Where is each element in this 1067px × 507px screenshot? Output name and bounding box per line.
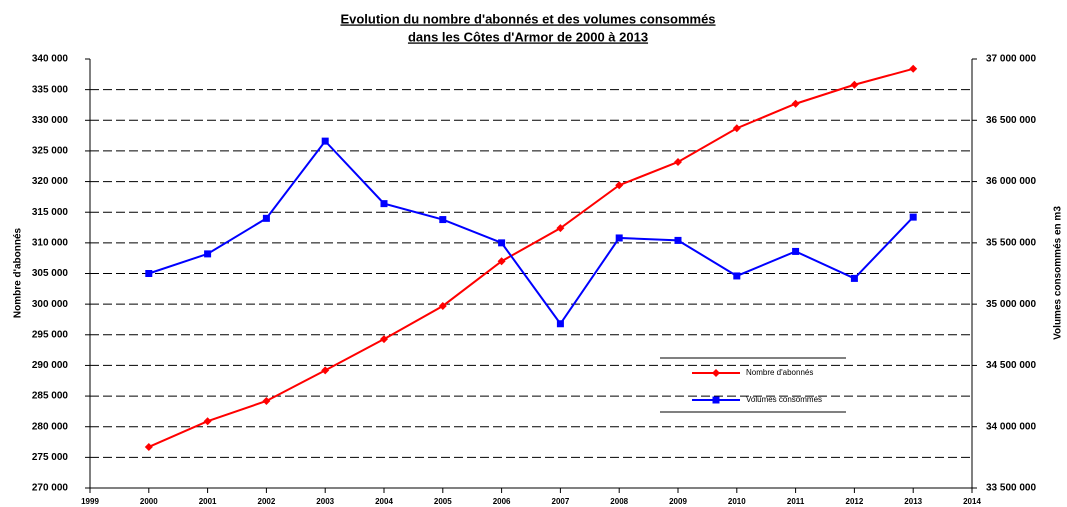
marker: [733, 272, 741, 280]
y-tick-label: 320 000: [32, 176, 69, 187]
x-tick-label: 2014: [963, 497, 981, 506]
marker: [144, 442, 153, 451]
marker: [438, 301, 447, 310]
x-tick-label: 2010: [728, 497, 746, 506]
y2-tick-label: 33 500 000: [986, 483, 1036, 494]
y-tick-label: 285 000: [32, 391, 69, 402]
marker: [850, 274, 858, 282]
x-tick-label: 2004: [375, 497, 393, 506]
marker: [615, 181, 624, 190]
y2-tick-label: 36 000 000: [986, 176, 1036, 187]
x-tick-label: 2011: [787, 497, 805, 506]
marker: [556, 320, 564, 328]
y-tick-label: 295 000: [32, 329, 69, 340]
y2-tick-label: 34 500 000: [986, 360, 1036, 371]
marker: [203, 417, 212, 426]
marker: [712, 396, 720, 404]
y2-tick-label: 35 500 000: [986, 237, 1036, 248]
y-tick-label: 305 000: [32, 268, 69, 279]
marker: [674, 157, 682, 166]
x-tick-label: 2006: [493, 497, 511, 506]
marker: [321, 366, 330, 375]
chart-title: Evolution du nombre d'abonnés et des vol…: [340, 11, 715, 26]
marker: [909, 64, 918, 73]
x-tick-label: 2005: [434, 497, 452, 506]
marker: [909, 213, 917, 221]
y-tick-label: 315 000: [32, 207, 69, 218]
chart-title: dans les Côtes d'Armor de 2000 à 2013: [408, 29, 648, 44]
y2-axis-label: Volumes consommés en m3: [1053, 206, 1064, 340]
legend-label: Volumes consommés: [746, 395, 822, 404]
x-tick-label: 2003: [316, 497, 334, 506]
marker: [204, 250, 212, 258]
marker: [732, 124, 741, 133]
y-tick-label: 275 000: [32, 452, 69, 463]
y-tick-label: 325 000: [32, 146, 69, 157]
x-tick-label: 2000: [140, 497, 158, 506]
marker: [712, 369, 720, 377]
marker: [497, 257, 506, 266]
marker: [380, 200, 388, 208]
x-tick-label: 2008: [610, 497, 628, 506]
marker: [380, 335, 388, 344]
marker: [791, 99, 800, 108]
marker: [615, 234, 623, 242]
marker: [556, 224, 565, 233]
y-tick-label: 340 000: [32, 54, 69, 65]
x-tick-label: 2002: [258, 497, 276, 506]
x-tick-label: 2009: [669, 497, 687, 506]
legend-label: Nombre d'abonnés: [746, 368, 813, 377]
x-tick-label: 2013: [904, 497, 922, 506]
x-tick-label: 2007: [552, 497, 570, 506]
y-tick-label: 300 000: [32, 299, 69, 310]
y-tick-label: 330 000: [32, 115, 69, 126]
marker: [321, 137, 329, 145]
marker: [850, 80, 859, 89]
marker: [145, 270, 153, 277]
marker: [262, 214, 270, 222]
y-tick-label: 290 000: [32, 360, 69, 371]
x-tick-label: 2001: [199, 497, 217, 506]
marker: [439, 216, 447, 224]
y-tick-label: 270 000: [32, 483, 69, 494]
series-line: [148, 67, 914, 448]
y2-tick-label: 35 000 000: [986, 299, 1036, 310]
y-axis-label: Nombre d'abonnés: [13, 227, 24, 318]
marker: [792, 247, 800, 255]
marker: [674, 236, 682, 244]
x-tick-label: 1999: [81, 497, 99, 506]
y2-tick-label: 34 000 000: [986, 421, 1036, 432]
series-line: [148, 139, 914, 326]
marker: [262, 396, 271, 405]
x-tick-label: 2012: [846, 497, 864, 506]
y2-tick-label: 36 500 000: [986, 115, 1036, 126]
y-tick-label: 280 000: [32, 421, 69, 432]
y-tick-label: 310 000: [32, 237, 69, 248]
y-tick-label: 335 000: [32, 84, 69, 95]
y2-tick-label: 37 000 000: [986, 54, 1036, 65]
marker: [498, 239, 506, 247]
legend: [660, 358, 846, 412]
